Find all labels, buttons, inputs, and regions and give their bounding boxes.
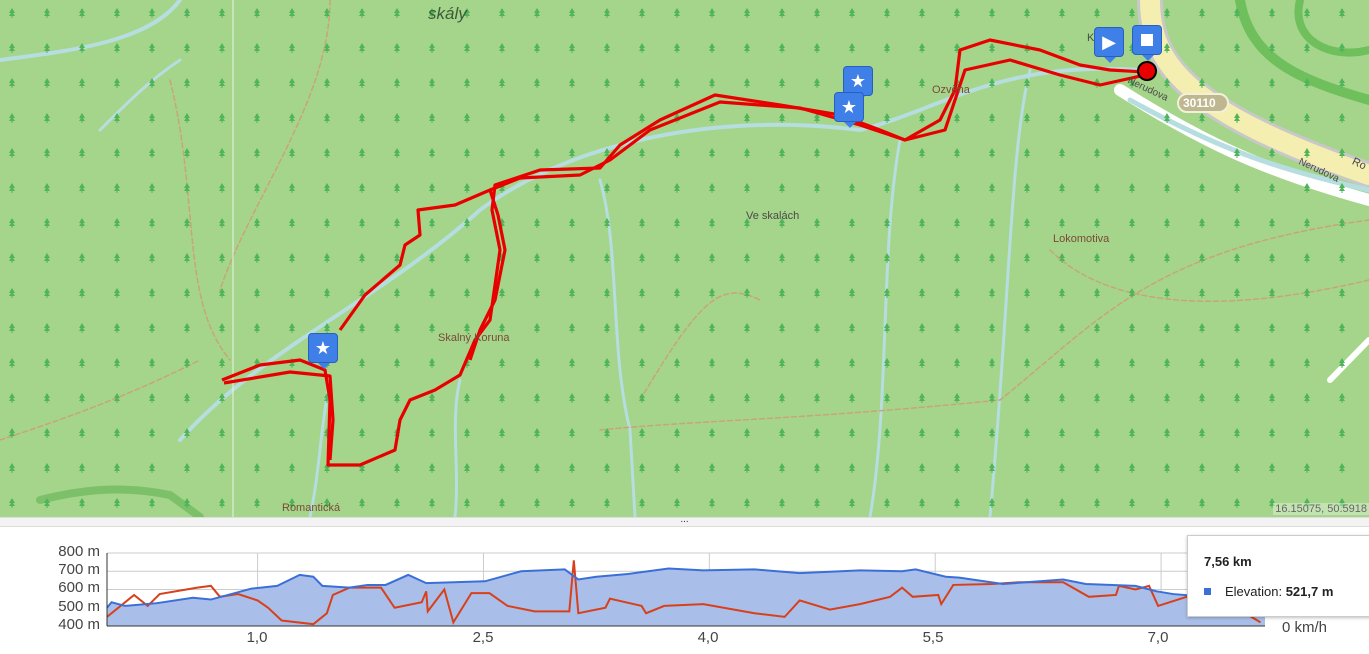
road-shield [1177,93,1229,113]
y-tick: 400 m [58,616,100,633]
elevation-area [107,568,1265,626]
waypoint-marker[interactable]: ★ [308,333,338,369]
rock-label: Skalný Koruna [438,332,510,344]
y-tick: 800 m [58,543,100,560]
road-shield-label: 30110 [1183,96,1216,110]
forest-pattern [9,8,1345,508]
rock-romanticka-label: Romantická [282,502,341,514]
map-view[interactable]: 30110 skály Ve skalách Skalný Koruna Lok… [0,0,1369,517]
start-marker[interactable]: ▶ [1094,27,1124,63]
legend-swatch-icon [1204,588,1211,595]
y-tick: 500 m [58,598,100,615]
rock-area-label: skály [428,4,467,23]
elevation-profile-chart[interactable]: 800 m 700 m 600 m 500 m 400 m 1,0 2,5 4,… [0,527,1369,654]
chart-plot[interactable] [0,527,1369,654]
tooltip-label: Elevation: [1225,584,1286,599]
rock-ozvena-label: Ozvěna [932,84,970,96]
elevation-line [106,567,1266,609]
x-tick: 5,5 [922,629,944,646]
end-marker[interactable] [1132,25,1162,61]
chart-tooltip: 7,56 km Elevation: 521,7 m [1187,535,1369,617]
current-position-icon [1137,61,1157,81]
gps-track[interactable] [221,38,1146,467]
x-tick: 4,0 [697,629,719,646]
tree-icon [9,8,1345,508]
panel-splitter[interactable]: ... [0,514,1369,527]
splitter-handle[interactable]: ... [680,514,689,525]
y-tick: 600 m [58,579,100,596]
star-icon: ★ [849,70,867,91]
stop-icon [1141,34,1153,46]
star-icon: ★ [314,337,332,358]
place-label: K [1087,32,1095,44]
rock-lokomotiva-label: Lokomotiva [1053,233,1110,245]
tooltip-distance: 7,56 km [1204,554,1252,569]
x-tick: 2,5 [472,629,494,646]
locality-label: Ve skalách [746,210,800,222]
map-features [0,0,1369,517]
x-tick: 1,0 [246,629,268,646]
waypoint-marker[interactable]: ★ [834,92,864,128]
speed-axis-label: 0 km/h [1282,619,1328,636]
tooltip-value: 521,7 m [1285,584,1334,599]
coordinates-readout: 16.15075, 50.5918 [1273,503,1369,515]
play-icon: ▶ [1102,31,1116,52]
speed-line [106,560,1262,626]
x-tick: 7,0 [1147,629,1169,646]
y-tick: 700 m [58,561,100,578]
star-icon: ★ [840,96,858,117]
